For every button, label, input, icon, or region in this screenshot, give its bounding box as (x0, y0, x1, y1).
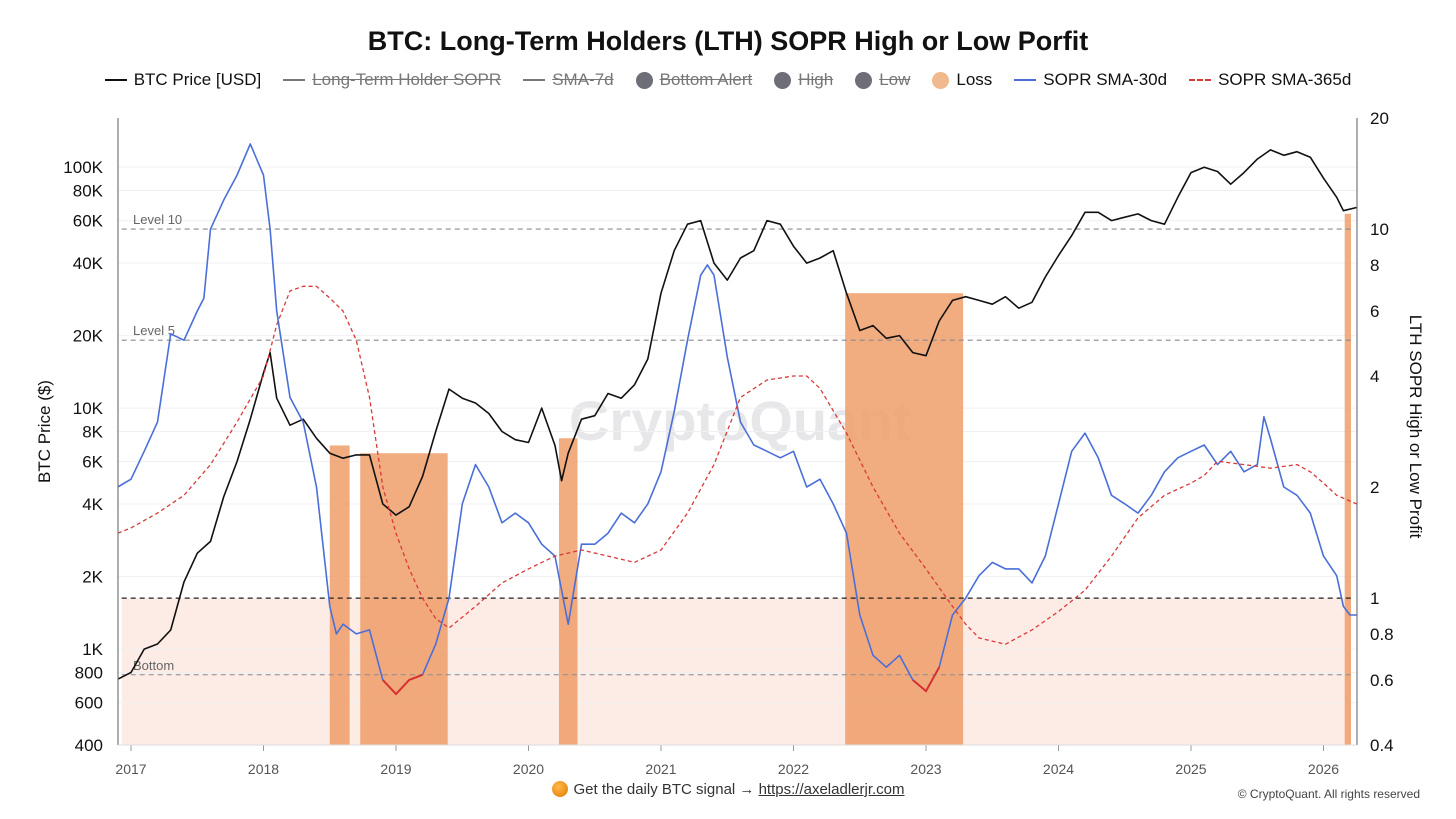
chart-title: BTC: Long-Term Holders (LTH) SOPR High o… (367, 26, 1089, 56)
legend-line-swatch (283, 79, 306, 81)
legend-dot-swatch (855, 71, 873, 89)
y-right-tick-label: 6 (1370, 302, 1379, 321)
legend-line-swatch (1014, 79, 1037, 81)
legend-item-7[interactable]: SOPR SMA-30d (1014, 70, 1167, 90)
legend-item-3[interactable]: Bottom Alert (635, 70, 753, 90)
loss-zone-background (121, 598, 1352, 745)
legend-item-6[interactable]: Loss (932, 70, 992, 90)
y-right-tick-label: 20 (1370, 109, 1389, 128)
loss-period-3 (845, 293, 964, 745)
y-left-tick-label: 60K (73, 212, 104, 231)
y-left-tick-label: 400 (75, 736, 103, 755)
y-right-tick-label: 1 (1370, 589, 1379, 608)
level-label: Bottom (133, 658, 174, 673)
series-line-0 (117, 149, 1357, 680)
legend-item-4[interactable]: High (774, 70, 833, 90)
legend-label: Loss (956, 70, 993, 89)
y-right-tick-label: 0.8 (1370, 625, 1394, 644)
legend-label: Bottom Alert (659, 70, 753, 89)
y-left-tick-label: 40K (73, 254, 104, 273)
x-tick-label: 2021 (645, 761, 676, 777)
x-tick-label: 2020 (513, 761, 544, 777)
y-left-tick-label: 4K (82, 495, 103, 514)
footer-link[interactable]: https://axeladlerjr.com (758, 781, 905, 798)
legend: BTC Price [USD] Long-Term Holder SOPR SMA-… (0, 70, 1456, 90)
legend-line-swatch (523, 79, 546, 81)
x-tick-label: 2019 (380, 761, 411, 777)
legend-label: BTC Price [USD] (133, 70, 262, 89)
y-right-axis-title: LTH SOPR High or Low Profit (1406, 315, 1425, 539)
level-label: Level 5 (133, 323, 175, 338)
legend-label: SOPR SMA-365d (1218, 70, 1352, 89)
legend-item-2[interactable]: SMA-7d (523, 70, 614, 90)
x-tick-label: 2026 (1308, 761, 1339, 777)
series-line-2 (117, 285, 1357, 645)
sopr-low-segment (382, 673, 423, 696)
legend-label: Long-Term Holder SOPR (312, 70, 502, 89)
coin-icon (551, 781, 568, 797)
legend-label: Low (879, 70, 911, 89)
level-label: Level 10 (133, 212, 182, 227)
y-right-tick-label: 4 (1370, 367, 1379, 386)
x-tick-label: 2025 (1175, 761, 1206, 777)
legend-item-0[interactable]: BTC Price [USD] (104, 70, 262, 90)
legend-dot-swatch (774, 71, 792, 89)
copyright: © CryptoQuant. All rights reserved (1237, 787, 1420, 801)
series-line-1 (117, 143, 1357, 695)
y-right-tick-label: 0.4 (1370, 736, 1394, 755)
y-left-tick-label: 800 (75, 663, 103, 682)
legend-label: High (798, 70, 834, 89)
y-right-tick-label: 0.6 (1370, 671, 1394, 690)
x-tick-label: 2022 (778, 761, 809, 777)
footer: Get the daily BTC signal → https://axela… (0, 781, 1456, 798)
y-left-tick-label: 100K (63, 158, 103, 177)
footer-text: Get the daily BTC signal → (573, 781, 755, 798)
legend-dot-swatch (932, 71, 950, 89)
legend-label: SOPR SMA-30d (1043, 70, 1168, 89)
y-right-tick-label: 2 (1370, 478, 1379, 497)
legend-label: SMA-7d (552, 70, 614, 89)
y-right-tick-label: 8 (1370, 256, 1379, 275)
y-left-tick-label: 20K (73, 327, 104, 346)
legend-item-8[interactable]: SOPR SMA-365d (1189, 70, 1351, 90)
y-left-tick-label: 600 (75, 694, 103, 713)
legend-dot-swatch (635, 71, 653, 89)
legend-dash-swatch (1189, 79, 1212, 81)
legend-line-swatch (104, 79, 127, 81)
sopr-low-segment (912, 666, 941, 693)
y-left-axis-title: BTC Price ($) (35, 380, 54, 483)
legend-item-5[interactable]: Low (855, 70, 910, 90)
x-tick-label: 2018 (248, 761, 279, 777)
loss-period-0 (329, 445, 350, 745)
x-tick-label: 2023 (910, 761, 941, 777)
y-left-tick-label: 80K (73, 182, 104, 201)
x-tick-label: 2024 (1043, 761, 1074, 777)
y-left-tick-label: 6K (82, 453, 103, 472)
y-right-tick-label: 10 (1370, 220, 1389, 239)
loss-period-4 (1344, 213, 1351, 745)
y-left-tick-label: 10K (73, 399, 104, 418)
loss-period-2 (558, 438, 578, 745)
x-tick-label: 2017 (115, 761, 146, 777)
y-left-tick-label: 2K (82, 568, 103, 587)
legend-item-1[interactable]: Long-Term Holder SOPR (283, 70, 501, 90)
loss-period-1 (360, 453, 448, 745)
y-left-tick-label: 8K (82, 423, 103, 442)
y-left-tick-label: 1K (82, 640, 103, 659)
